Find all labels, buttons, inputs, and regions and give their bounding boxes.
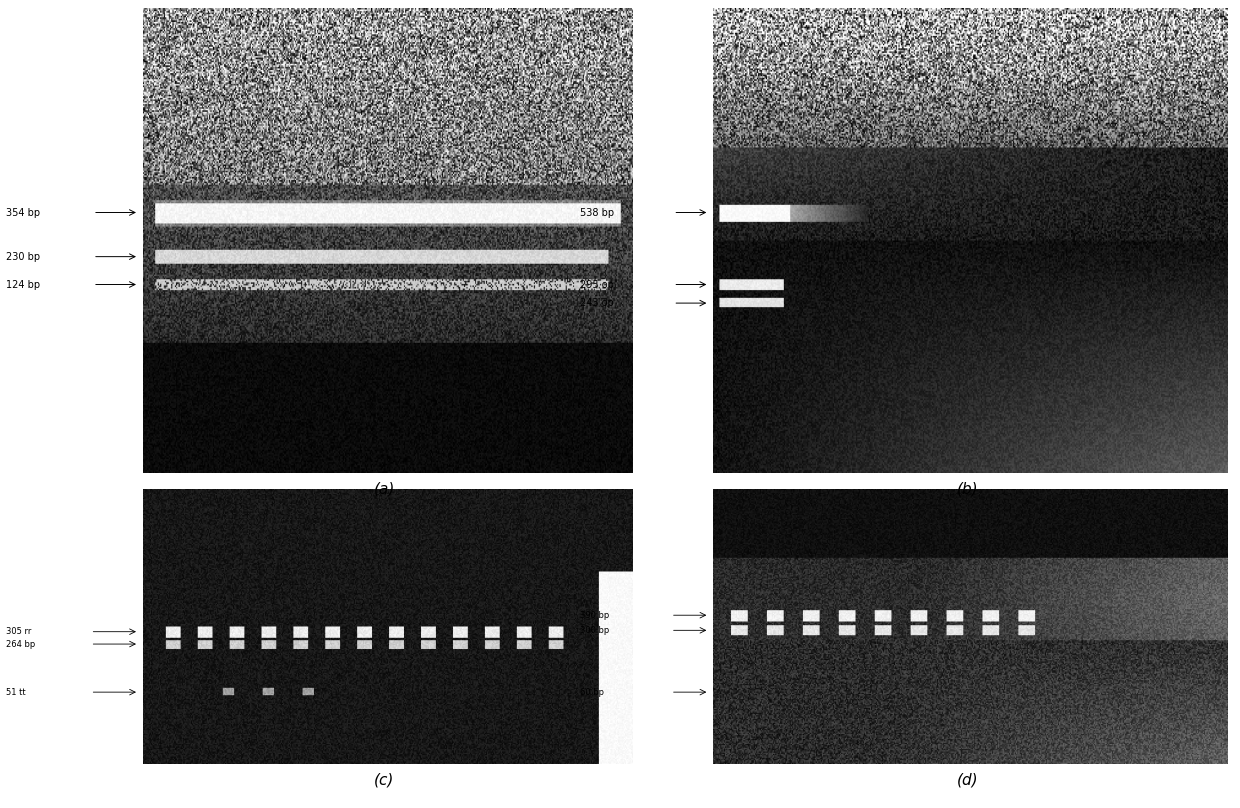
Text: (d): (d) xyxy=(956,772,978,787)
Text: 538 bp: 538 bp xyxy=(580,208,615,217)
Text: 354 bp: 354 bp xyxy=(6,208,41,217)
Text: 300 bp: 300 bp xyxy=(580,626,610,635)
Text: 390 bp: 390 bp xyxy=(580,611,610,620)
Text: 243 op: 243 op xyxy=(580,298,614,308)
Text: 51 tt: 51 tt xyxy=(6,688,26,696)
Text: 305 rr: 305 rr xyxy=(6,627,31,636)
Text: 60 bp: 60 bp xyxy=(580,688,604,696)
Text: 124 bp: 124 bp xyxy=(6,280,41,289)
Text: 264 bp: 264 bp xyxy=(6,640,36,649)
Text: 230 bp: 230 bp xyxy=(6,251,41,262)
Text: 295 op: 295 op xyxy=(580,280,614,289)
Text: (a): (a) xyxy=(373,482,396,496)
Text: (c): (c) xyxy=(374,772,394,787)
Text: (b): (b) xyxy=(956,482,978,496)
